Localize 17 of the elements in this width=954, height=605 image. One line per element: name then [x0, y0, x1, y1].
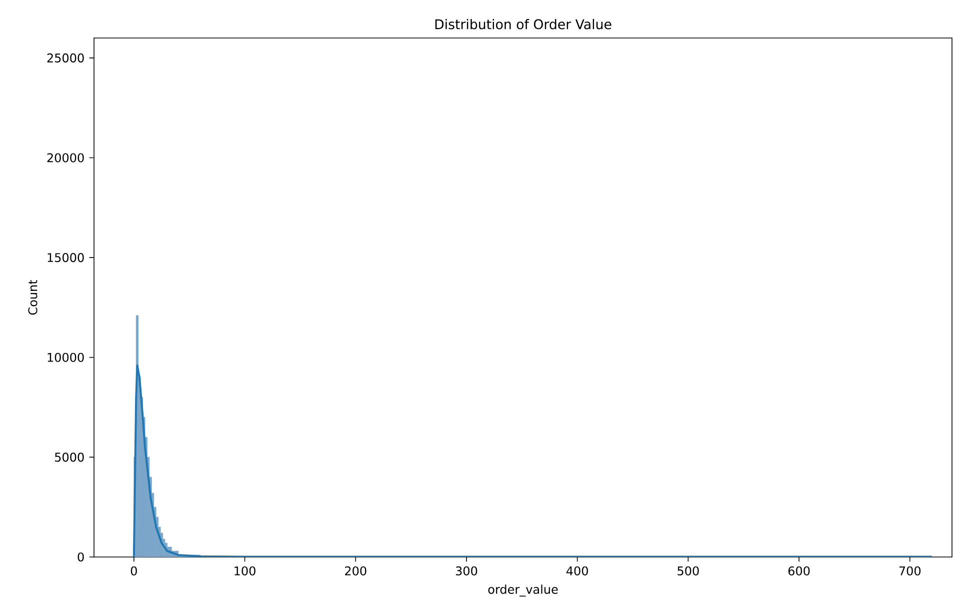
- x-tick-label: 0: [130, 566, 137, 576]
- x-tick-label: 700: [899, 566, 921, 576]
- x-tick-label: 200: [345, 566, 366, 576]
- x-tick-label: 100: [234, 566, 256, 576]
- x-tick-label: 600: [788, 566, 810, 576]
- x-tick-label: 500: [678, 566, 699, 576]
- y-tick-label: 5000: [55, 452, 84, 462]
- chart-title: Distribution of Order Value: [435, 18, 612, 30]
- x-axis-title: order_value: [488, 584, 558, 597]
- y-tick-label: 15000: [48, 253, 84, 262]
- y-tick-label: 10000: [48, 352, 84, 362]
- x-tick-label: 300: [456, 566, 478, 576]
- y-tick-label: 20000: [47, 153, 84, 162]
- y-tick-label: 0: [78, 552, 84, 562]
- y-tick-label: 25000: [47, 53, 84, 62]
- x-tick-label: 400: [566, 566, 588, 576]
- y-axis-title: Count: [28, 280, 38, 315]
